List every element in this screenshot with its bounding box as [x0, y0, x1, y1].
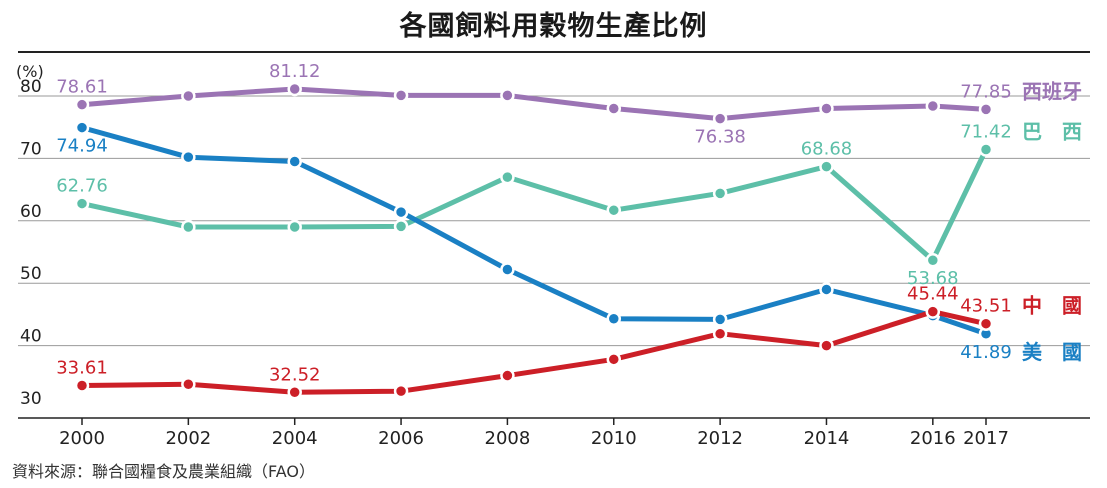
- chart-source: 資料來源：聯合國糧食及農業組織（FAO）: [12, 462, 315, 481]
- series-name-label: 西班牙: [1022, 79, 1082, 103]
- series-line: [79, 86, 989, 122]
- data-point: [606, 202, 622, 218]
- x-tick-label: 2014: [804, 428, 850, 449]
- data-label: 71.42: [960, 122, 1012, 143]
- x-tick-label: 2012: [697, 428, 743, 449]
- data-point: [287, 385, 302, 400]
- data-point: [393, 88, 409, 103]
- data-point: [712, 111, 728, 126]
- data-point: [978, 102, 994, 117]
- x-tick-label: 2000: [59, 428, 105, 449]
- series-line: [79, 147, 989, 263]
- series-1: [74, 142, 994, 268]
- data-label: 53.68: [907, 268, 959, 289]
- data-point: [393, 219, 409, 234]
- x-tick-label: 2010: [591, 428, 637, 449]
- series-line: [79, 125, 989, 337]
- y-axis-unit: (%): [16, 62, 44, 81]
- data-point: [287, 81, 302, 97]
- data-point: [606, 352, 622, 367]
- series-name-label: 美 國: [1022, 340, 1082, 364]
- data-point: [500, 368, 515, 383]
- data-point: [500, 169, 515, 185]
- series-name-label: 中 國: [1022, 294, 1082, 318]
- y-tick-label: 30: [20, 389, 42, 409]
- series-0: [74, 81, 994, 126]
- data-point: [181, 149, 196, 165]
- series-line: [79, 309, 989, 395]
- data-point: [74, 196, 90, 211]
- series-2: [74, 120, 994, 342]
- data-point: [393, 204, 409, 220]
- x-tick-label: 2017: [963, 428, 1009, 449]
- data-label: 43.51: [960, 296, 1012, 317]
- data-point: [287, 154, 302, 169]
- x-tick-label: 2008: [485, 428, 531, 449]
- data-point: [819, 101, 834, 116]
- data-point: [925, 98, 941, 114]
- x-tick-label: 2004: [272, 428, 318, 449]
- chart-title: 各國飼料用穀物生產比例: [399, 11, 708, 42]
- data-label: 41.89: [960, 342, 1012, 363]
- data-label: 78.61: [56, 77, 108, 98]
- data-point: [287, 219, 302, 235]
- y-tick-label: 40: [20, 327, 42, 347]
- x-tick-label: 2016: [910, 428, 956, 449]
- data-point: [181, 88, 196, 104]
- series-3: [74, 304, 994, 400]
- y-tick-label: 60: [20, 202, 42, 222]
- series-name-label: 巴 西: [1022, 120, 1082, 144]
- data-point: [925, 252, 941, 268]
- data-label: 81.12: [269, 61, 321, 82]
- data-point: [819, 282, 834, 297]
- data-point: [819, 159, 834, 174]
- data-label: 68.68: [801, 139, 853, 160]
- data-point: [978, 316, 994, 331]
- data-point: [393, 383, 409, 399]
- data-label: 32.52: [269, 364, 321, 385]
- data-point: [925, 304, 941, 319]
- data-point: [500, 88, 515, 103]
- data-point: [819, 338, 834, 353]
- data-point: [712, 326, 728, 341]
- data-label: 33.61: [56, 357, 108, 378]
- x-tick-label: 2006: [378, 428, 424, 449]
- data-point: [74, 378, 90, 393]
- data-label: 76.38: [694, 127, 746, 148]
- data-point: [606, 101, 622, 116]
- data-point: [181, 219, 196, 235]
- x-axis-ticks: 2000 2002 2004 2006 2008 2010 2012 2014 2016 2017: [59, 418, 1009, 449]
- data-point: [606, 311, 622, 327]
- data-point: [74, 97, 90, 112]
- x-tick-label: 2002: [165, 428, 211, 449]
- y-gridlines: 30 40 50 60 70 80: [18, 77, 1090, 409]
- y-tick-label: 50: [20, 264, 42, 284]
- y-tick-label: 80: [20, 77, 42, 97]
- data-point: [712, 312, 728, 327]
- data-point: [978, 142, 994, 157]
- data-point: [712, 186, 728, 201]
- data-label: 77.85: [960, 81, 1012, 102]
- data-point: [500, 262, 515, 277]
- data-point: [74, 120, 90, 135]
- data-point: [181, 377, 196, 392]
- data-label: 62.76: [56, 176, 108, 197]
- data-label: 74.94: [56, 136, 108, 157]
- data-label: 45.44: [907, 284, 959, 305]
- y-tick-label: 70: [20, 139, 42, 159]
